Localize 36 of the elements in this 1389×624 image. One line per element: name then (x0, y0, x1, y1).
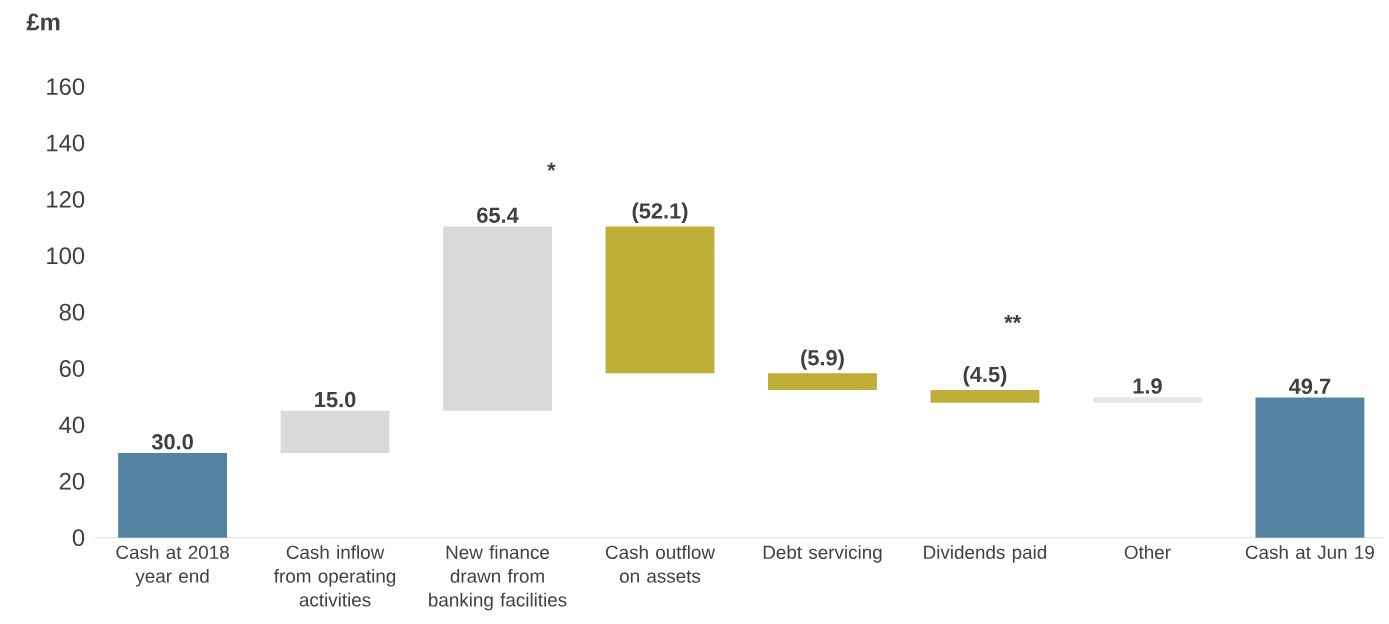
x-tick-label: Dividends paid (924, 545, 1047, 563)
data-label: 65.4 (477, 207, 519, 223)
y-tick-label: 40 (59, 416, 85, 434)
data-label: 15.0 (315, 391, 356, 408)
data-label: (52.1) (632, 202, 688, 223)
data-label: 30.0 (151, 433, 193, 450)
x-tick-label: Debt servicing (763, 545, 882, 563)
x-tick-label: Cash outflow on assets (605, 545, 716, 583)
annotation: * (547, 162, 556, 171)
data-label: 1.9 (1133, 378, 1162, 394)
bar (768, 373, 877, 390)
bar (930, 389, 1040, 403)
x-tick-label: Cash at 2018 year end (116, 545, 229, 587)
data-label: (4.5) (963, 365, 1007, 387)
x-tick-label: New finance drawn from banking facilities (429, 545, 567, 611)
y-tick-label: 100 (47, 247, 85, 265)
y-tick-label: 60 (59, 359, 85, 377)
y-tick-label: 80 (59, 303, 85, 321)
x-tick-label: Cash at Jun 19 (1245, 545, 1374, 559)
x-tick-label: Cash inflow from operating activities (274, 545, 396, 607)
bar (118, 452, 228, 538)
y-tick-label: 120 (47, 190, 85, 208)
y-tick-label: 0 (72, 529, 85, 546)
bar (605, 226, 715, 374)
bar (1093, 397, 1202, 403)
bar (1255, 397, 1365, 538)
bar (443, 226, 552, 411)
y-tick-label: 160 (47, 78, 85, 95)
bar (280, 410, 390, 453)
y-tick-label: 20 (59, 472, 85, 490)
x-tick-label: Other (1124, 545, 1171, 559)
annotation: ** (1004, 314, 1022, 324)
y-axis-title: £m (26, 13, 60, 31)
y-tick-label: 140 (47, 134, 85, 152)
data-label: (5.9) (801, 349, 844, 370)
data-label: 49.7 (1289, 378, 1331, 394)
